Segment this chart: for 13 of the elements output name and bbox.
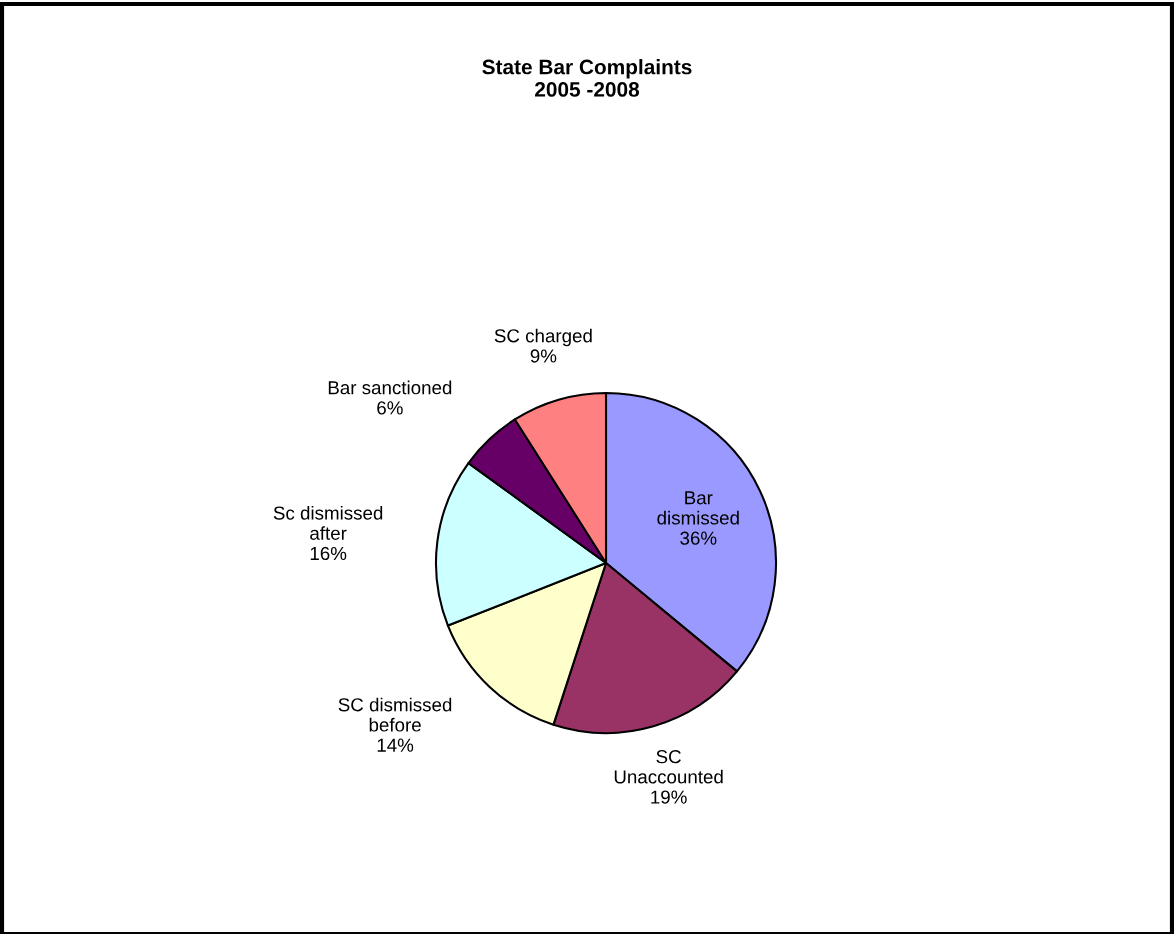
slice-label: Sc dismissed after: [273, 505, 383, 540]
data-label: 36%: [680, 531, 717, 545]
data-label: 16%: [310, 546, 347, 561]
data-label: 9%: [530, 349, 557, 363]
slice-label: Bar sanctioned: [328, 380, 452, 395]
data-label: 6%: [377, 401, 403, 415]
slice-label: SC Unaccounted: [614, 750, 723, 784]
slice-label: Bar dismissed: [657, 491, 739, 525]
slice-label: SC dismissed before: [338, 697, 452, 732]
chart-title: State Bar Complaints 2005 -2008: [482, 59, 692, 97]
data-label: 14%: [377, 738, 414, 752]
slice-label: SC charged: [494, 328, 592, 347]
data-label: 19%: [651, 790, 687, 804]
